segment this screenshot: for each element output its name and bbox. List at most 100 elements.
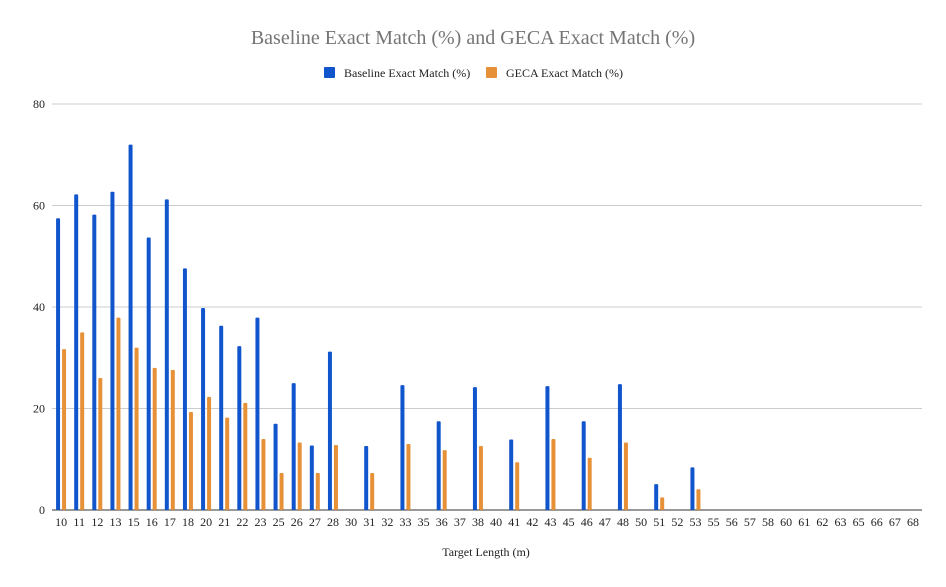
- x-tick-label-26: 26: [291, 515, 303, 529]
- bar-baseline-41[interactable]: [509, 439, 514, 510]
- bar-baseline-48[interactable]: [617, 384, 622, 510]
- x-tick-label-50: 50: [635, 515, 647, 529]
- bar-geca-20[interactable]: [207, 396, 212, 510]
- bar-geca-11[interactable]: [80, 332, 85, 510]
- y-axis-ticks: 0 20 40 60 80: [33, 97, 45, 517]
- bar-geca-31[interactable]: [370, 472, 375, 510]
- y-tick-label: 0: [39, 503, 45, 517]
- x-tick-label-16: 16: [146, 515, 158, 529]
- bar-baseline-38[interactable]: [472, 387, 477, 510]
- bar-baseline-12[interactable]: [92, 214, 97, 510]
- bar-geca-22[interactable]: [243, 402, 248, 510]
- bar-geca-15[interactable]: [134, 347, 139, 510]
- bar-geca-16[interactable]: [152, 367, 157, 510]
- bar-baseline-18[interactable]: [182, 268, 187, 510]
- bar-geca-17[interactable]: [170, 369, 175, 510]
- x-tick-label-47: 47: [599, 515, 611, 529]
- bar-geca-28[interactable]: [333, 445, 338, 510]
- bar-geca-48[interactable]: [623, 442, 628, 510]
- x-tick-label-41: 41: [508, 515, 520, 529]
- x-tick-label-23: 23: [254, 515, 266, 529]
- x-tick-label-36: 36: [436, 515, 448, 529]
- bar-baseline-15[interactable]: [128, 144, 133, 510]
- bar-baseline-36[interactable]: [436, 421, 441, 510]
- x-tick-label-28: 28: [327, 515, 339, 529]
- bar-geca-26[interactable]: [297, 442, 302, 510]
- x-tick-label-55: 55: [708, 515, 720, 529]
- x-tick-label-13: 13: [109, 515, 121, 529]
- bar-geca-43[interactable]: [551, 438, 556, 510]
- x-tick-label-11: 11: [73, 515, 85, 529]
- bar-geca-21[interactable]: [225, 417, 230, 510]
- bar-baseline-28[interactable]: [327, 351, 332, 510]
- bar-baseline-43[interactable]: [545, 386, 550, 510]
- x-tick-label-17: 17: [164, 515, 176, 529]
- x-tick-label-56: 56: [726, 515, 738, 529]
- x-tick-label-58: 58: [762, 515, 774, 529]
- bar-baseline-23[interactable]: [255, 317, 260, 510]
- bar-geca-23[interactable]: [261, 438, 266, 510]
- legend: Baseline Exact Match (%) GECA Exact Matc…: [324, 66, 623, 80]
- x-tick-label-25: 25: [273, 515, 285, 529]
- x-tick-label-52: 52: [671, 515, 683, 529]
- bar-baseline-20[interactable]: [201, 308, 206, 510]
- y-tick-label: 20: [33, 402, 45, 416]
- x-tick-label-65: 65: [853, 515, 865, 529]
- x-tick-label-32: 32: [381, 515, 393, 529]
- bar-baseline-16[interactable]: [146, 237, 151, 510]
- x-tick-label-67: 67: [889, 515, 901, 529]
- bar-geca-33[interactable]: [406, 444, 411, 510]
- bar-geca-13[interactable]: [116, 317, 121, 510]
- x-tick-label-62: 62: [816, 515, 828, 529]
- x-tick-label-68: 68: [907, 515, 919, 529]
- x-tick-label-51: 51: [653, 515, 665, 529]
- bar-geca-53[interactable]: [696, 489, 701, 510]
- bar-geca-27[interactable]: [315, 472, 320, 510]
- bar-baseline-25[interactable]: [273, 423, 278, 510]
- x-tick-label-57: 57: [744, 515, 756, 529]
- bar-baseline-46[interactable]: [581, 421, 586, 510]
- x-axis-label: Target Length (m): [442, 545, 530, 559]
- x-tick-label-42: 42: [526, 515, 538, 529]
- x-tick-label-12: 12: [91, 515, 103, 529]
- bar-baseline-53[interactable]: [690, 467, 695, 510]
- x-tick-label-27: 27: [309, 515, 321, 529]
- bar-baseline-11[interactable]: [74, 194, 79, 510]
- bar-baseline-27[interactable]: [309, 445, 314, 510]
- bars: [56, 144, 701, 511]
- bar-geca-10[interactable]: [62, 349, 67, 510]
- bar-geca-38[interactable]: [478, 446, 483, 510]
- x-tick-label-30: 30: [345, 515, 357, 529]
- y-tick-label: 80: [33, 97, 45, 111]
- x-tick-label-20: 20: [200, 515, 212, 529]
- x-tick-label-61: 61: [798, 515, 810, 529]
- legend-swatch-geca: [486, 67, 497, 78]
- x-tick-label-10: 10: [55, 515, 67, 529]
- bar-baseline-33[interactable]: [400, 385, 405, 510]
- bar-baseline-21[interactable]: [219, 325, 224, 510]
- bar-baseline-51[interactable]: [654, 484, 659, 510]
- bar-baseline-10[interactable]: [56, 218, 61, 510]
- bar-baseline-31[interactable]: [364, 446, 369, 510]
- y-tick-label: 40: [33, 300, 45, 314]
- bar-geca-46[interactable]: [587, 457, 592, 510]
- x-tick-label-31: 31: [363, 515, 375, 529]
- bar-geca-25[interactable]: [279, 472, 284, 510]
- bar-baseline-22[interactable]: [237, 346, 242, 510]
- y-tick-label: 60: [33, 199, 45, 213]
- legend-label-baseline: Baseline Exact Match (%): [344, 66, 470, 80]
- bar-geca-41[interactable]: [515, 462, 520, 510]
- bar-geca-18[interactable]: [188, 412, 193, 510]
- bar-geca-51[interactable]: [660, 497, 665, 510]
- x-tick-label-21: 21: [218, 515, 230, 529]
- bar-baseline-13[interactable]: [110, 191, 115, 511]
- bar-baseline-17[interactable]: [164, 199, 169, 510]
- bar-geca-12[interactable]: [98, 378, 103, 510]
- x-tick-label-33: 33: [399, 515, 411, 529]
- bar-baseline-26[interactable]: [291, 383, 296, 510]
- x-tick-label-45: 45: [563, 515, 575, 529]
- x-tick-label-22: 22: [236, 515, 248, 529]
- bar-geca-36[interactable]: [442, 450, 447, 510]
- x-tick-label-37: 37: [454, 515, 466, 529]
